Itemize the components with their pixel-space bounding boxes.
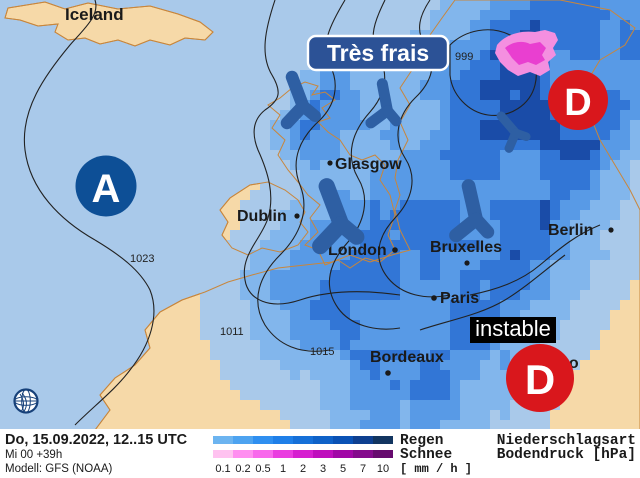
svg-text:5: 5	[340, 463, 346, 475]
svg-text:Iceland: Iceland	[65, 5, 124, 24]
svg-text:1023: 1023	[130, 253, 154, 265]
svg-text:Paris: Paris	[440, 290, 479, 307]
svg-text:999: 999	[455, 51, 473, 63]
svg-text:7: 7	[360, 463, 366, 475]
svg-text:1015: 1015	[310, 346, 334, 358]
svg-text:10: 10	[377, 463, 389, 475]
svg-text:A: A	[92, 167, 121, 211]
svg-text:0.5: 0.5	[255, 463, 270, 475]
svg-text:Do, 15.09.2022, 12..15 UTC: Do, 15.09.2022, 12..15 UTC	[5, 432, 188, 448]
svg-text:3: 3	[320, 463, 326, 475]
svg-text:Glasgow: Glasgow	[335, 156, 402, 173]
svg-text:1011: 1011	[220, 326, 244, 338]
svg-text:Dublin: Dublin	[237, 208, 287, 225]
svg-text:Modell: GFS (NOAA): Modell: GFS (NOAA)	[5, 463, 113, 475]
svg-text:0.2: 0.2	[235, 463, 250, 475]
svg-text:Schnee: Schnee	[400, 447, 452, 463]
svg-text:Très frais: Très frais	[327, 40, 429, 66]
svg-text:1: 1	[280, 463, 286, 475]
svg-text:Berlin: Berlin	[548, 222, 593, 239]
svg-text:Bordeaux: Bordeaux	[370, 349, 444, 366]
svg-text:2: 2	[300, 463, 306, 475]
svg-text:instable: instable	[475, 316, 551, 341]
svg-text:Mi 00 +39h: Mi 00 +39h	[5, 449, 62, 461]
svg-text:D: D	[564, 82, 591, 124]
svg-text:D: D	[525, 356, 555, 403]
svg-text:Bodendruck [hPa]: Bodendruck [hPa]	[497, 447, 636, 463]
svg-text:[ mm / h ]: [ mm / h ]	[400, 462, 472, 476]
svg-text:Bruxelles: Bruxelles	[430, 239, 502, 256]
svg-text:0.1: 0.1	[215, 463, 230, 475]
